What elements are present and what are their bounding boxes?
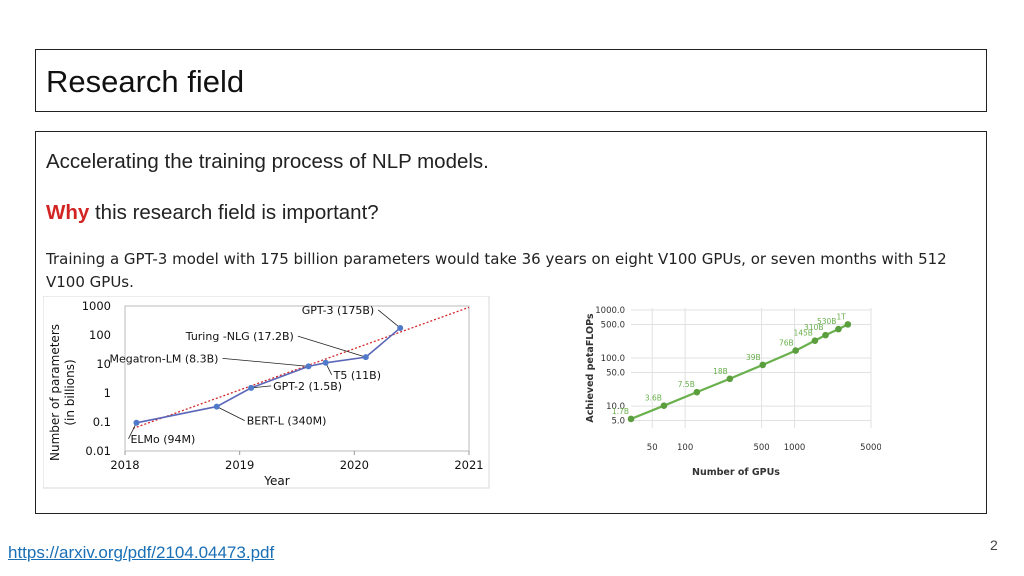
- data-label: 1T: [836, 312, 846, 321]
- leader-line: [377, 309, 401, 329]
- why-question: Why this research field is important?: [46, 201, 379, 225]
- x-tick-label: 2020: [340, 458, 369, 472]
- petaflops-scaling-chart: 5.0 10.0 50.0 100.0 500.0 1000.0 50 100 500 1000 5…: [585, 306, 881, 478]
- data-point: [322, 359, 329, 366]
- y-axis-title-unit: (in billions): [63, 359, 77, 425]
- data-label: T5 (11B): [333, 369, 381, 382]
- data-point: [660, 402, 668, 409]
- x-tick-label: 1000: [784, 443, 806, 453]
- y-tick-label: 500.0: [601, 320, 625, 330]
- arxiv-link[interactable]: https://arxiv.org/pdf/2104.04473.pdf: [8, 543, 275, 562]
- x-axis-title: Year: [263, 474, 289, 488]
- data-point: [133, 419, 140, 426]
- x-axis-title: Number of GPUs: [692, 467, 780, 478]
- data-label: ELMo (94M): [130, 433, 195, 446]
- data-point: [811, 337, 819, 344]
- x-tick-label: 5000: [860, 443, 881, 453]
- y-tick-label: 100: [89, 328, 111, 342]
- x-tick-label: 100: [677, 443, 693, 453]
- x-tick-label: 500: [753, 443, 769, 453]
- data-label: 7.5B: [678, 380, 695, 389]
- y-tick-label: 5.0: [611, 417, 625, 427]
- trend-line: [132, 306, 470, 430]
- data-point: [726, 375, 734, 383]
- data-point: [248, 384, 255, 391]
- data-label: BERT-L (340M): [247, 415, 327, 428]
- x-tick-label: 2018: [110, 458, 139, 472]
- content-box: Accelerating the training process of NLP…: [35, 131, 987, 514]
- data-label: 1.7B: [612, 407, 629, 416]
- data-point: [362, 354, 369, 361]
- page-number: 2: [990, 537, 998, 553]
- data-label: 3.6B: [645, 394, 662, 403]
- y-tick-label: 10.0: [606, 402, 625, 412]
- gpt3-training-note: Training a GPT-3 model with 175 billion …: [46, 250, 947, 291]
- data-point: [822, 331, 829, 339]
- why-question-rest: this research field is important?: [89, 201, 379, 224]
- data-point: [759, 361, 767, 369]
- series-line: [630, 323, 849, 420]
- leader-line: [251, 385, 272, 389]
- data-label: 530B: [817, 317, 836, 326]
- y-tick-label: 0.01: [85, 444, 111, 458]
- title-box: Research field: [35, 49, 987, 112]
- slide-title: Research field: [46, 64, 245, 99]
- data-label: 39B: [746, 353, 761, 362]
- data-point: [305, 363, 312, 370]
- data-point: [397, 324, 404, 331]
- y-tick-label: 100.0: [601, 354, 625, 364]
- data-label: Turing -NLG (17.2B): [185, 330, 294, 343]
- y-axis-title: Achieved petaFLOPs: [585, 313, 596, 422]
- x-tick-label: 2021: [454, 458, 483, 472]
- y-tick-label: 1000: [82, 299, 111, 313]
- data-point: [693, 388, 701, 396]
- data-label: 310B: [804, 323, 823, 332]
- data-label: 18B: [713, 367, 728, 376]
- data-label: GPT-2 (1.5B): [273, 380, 342, 393]
- x-tick-label: 2019: [225, 458, 254, 472]
- model-parameters-chart: 0.01 0.1 1 10 100 1000 2018 2019 2020 2021 Year Num…: [43, 296, 490, 489]
- y-tick-label: 50.0: [606, 369, 625, 379]
- leader-line: [297, 335, 366, 358]
- y-tick-label: 1000.0: [595, 306, 625, 316]
- data-label: GPT-3 (175B): [302, 304, 374, 317]
- data-point: [844, 321, 852, 328]
- y-tick-label: 10: [96, 357, 111, 371]
- data-label: Megatron-LM (8.3B): [109, 352, 218, 365]
- data-point: [213, 403, 220, 410]
- data-label: 145B: [793, 329, 812, 338]
- why-word: Why: [46, 201, 90, 224]
- intro-text: Accelerating the training process of NLP…: [46, 150, 489, 173]
- y-axis-title: Number of parameters: [48, 324, 62, 461]
- data-label: 76B: [779, 339, 794, 348]
- plot-area: [124, 305, 470, 452]
- chart-frame: [43, 296, 490, 489]
- data-point: [792, 347, 799, 354]
- x-tick-label: 50: [647, 443, 658, 453]
- leader-line: [216, 406, 245, 421]
- leader-line: [222, 357, 309, 367]
- data-point: [627, 415, 635, 423]
- data-point: [835, 325, 842, 333]
- y-tick-label: 0.1: [93, 415, 111, 429]
- y-tick-label: 1: [104, 386, 111, 400]
